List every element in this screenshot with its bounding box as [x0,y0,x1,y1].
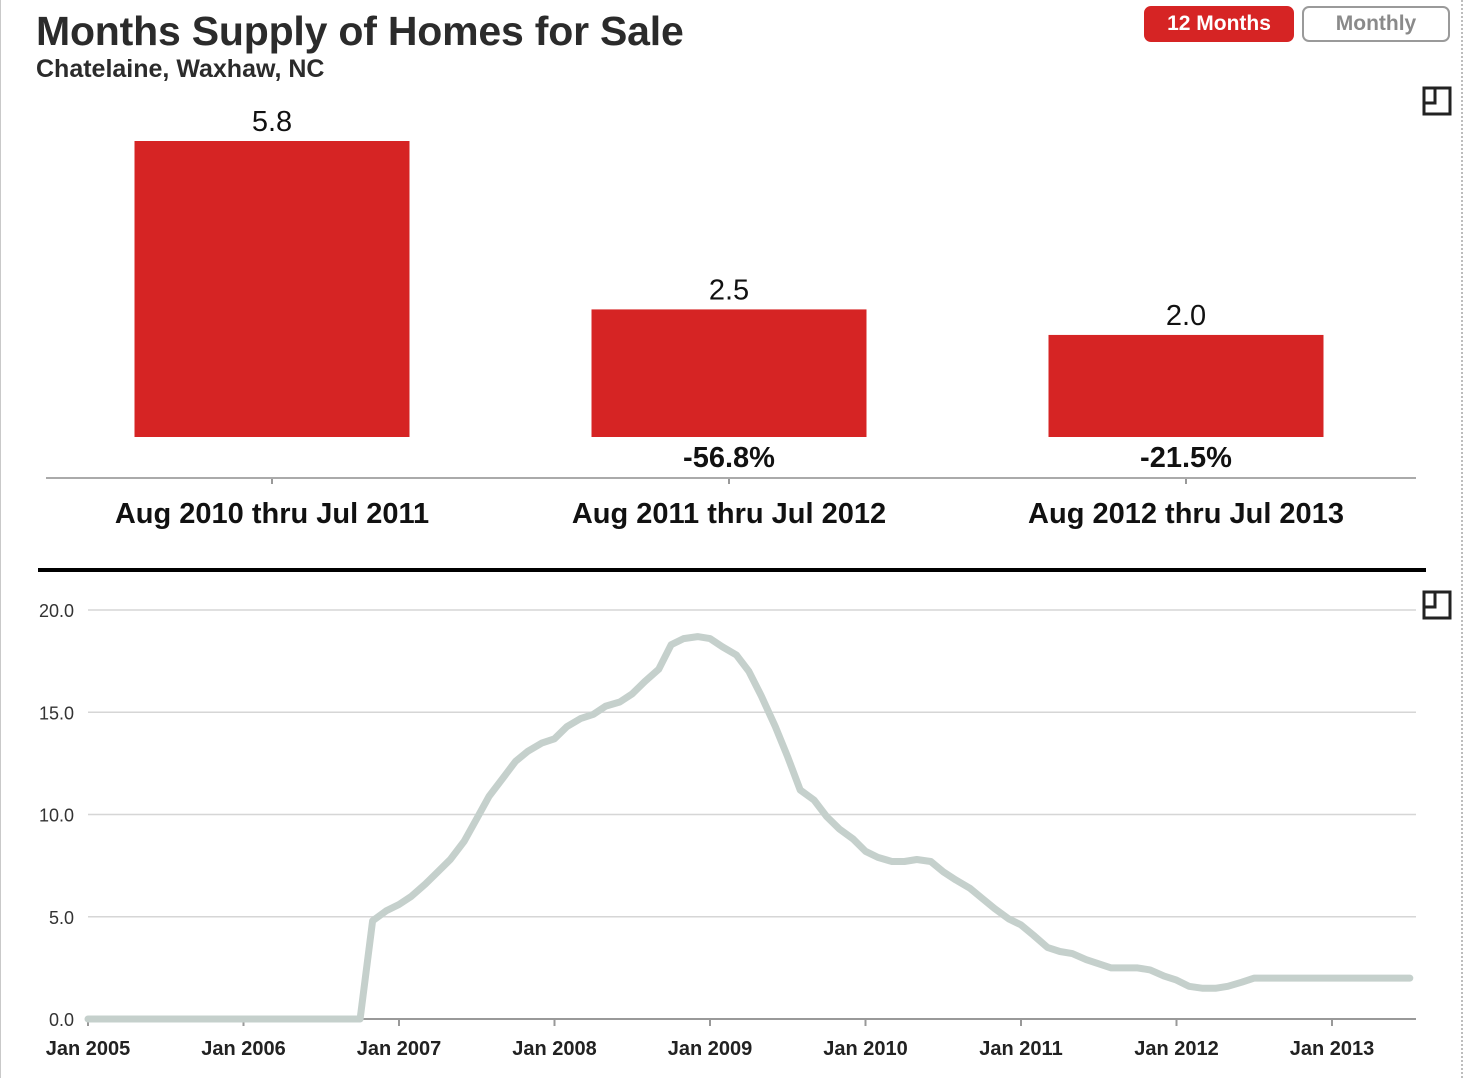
bar-value-label-2: 2.5 [709,274,749,306]
bar-1 [134,141,410,437]
y-tick-label-3: 15.0 [39,703,74,723]
bar-category-label-3: Aug 2012 thru Jul 2013 [1028,498,1344,530]
months-supply-line [84,633,1414,1023]
x-tick-label-0: Jan 2005 [46,1038,131,1060]
x-tick-label-4: Jan 2009 [668,1038,753,1060]
bar-category-label-2: Aug 2011 thru Jul 2012 [572,498,886,530]
bar-category-label-1: Aug 2010 thru Jul 2011 [115,498,429,530]
page-subtitle: Chatelaine, Waxhaw, NC [36,55,325,83]
twelve-months-toggle-button[interactable]: 12 Months [1144,6,1294,42]
x-tick-label-6: Jan 2011 [979,1038,1062,1060]
bar-change-label-2: -56.8% [683,442,775,474]
expand-line-chart-icon[interactable] [1422,590,1452,620]
page-title: Months Supply of Homes for Sale [36,8,684,54]
x-tick-label-7: Jan 2012 [1134,1038,1219,1060]
bar-3 [1048,334,1324,437]
monthly-toggle-button[interactable]: Monthly [1302,6,1450,42]
bar-value-label-1: 5.8 [252,106,292,138]
y-tick-label-2: 10.0 [39,806,74,826]
x-tick-label-8: Jan 2013 [1290,1038,1375,1060]
y-tick-label-0: 0.0 [49,1010,74,1030]
section-divider [38,568,1426,572]
expand-bar-chart-icon[interactable] [1422,86,1452,116]
x-tick-label-1: Jan 2006 [201,1038,286,1060]
x-tick-label-2: Jan 2007 [357,1038,442,1060]
y-tick-label-4: 20.0 [39,601,74,621]
bar-value-label-3: 2.0 [1166,300,1206,332]
bar-change-label-3: -21.5% [1140,442,1232,474]
y-tick-label-1: 5.0 [49,908,74,928]
bar-chart: 5.8 Aug 2010 thru Jul 2011 2.5 -56.8% Aug 20… [46,106,1416,530]
bar-2 [591,309,867,437]
x-tick-label-5: Jan 2010 [823,1038,908,1060]
x-tick-label-3: Jan 2008 [512,1038,597,1060]
